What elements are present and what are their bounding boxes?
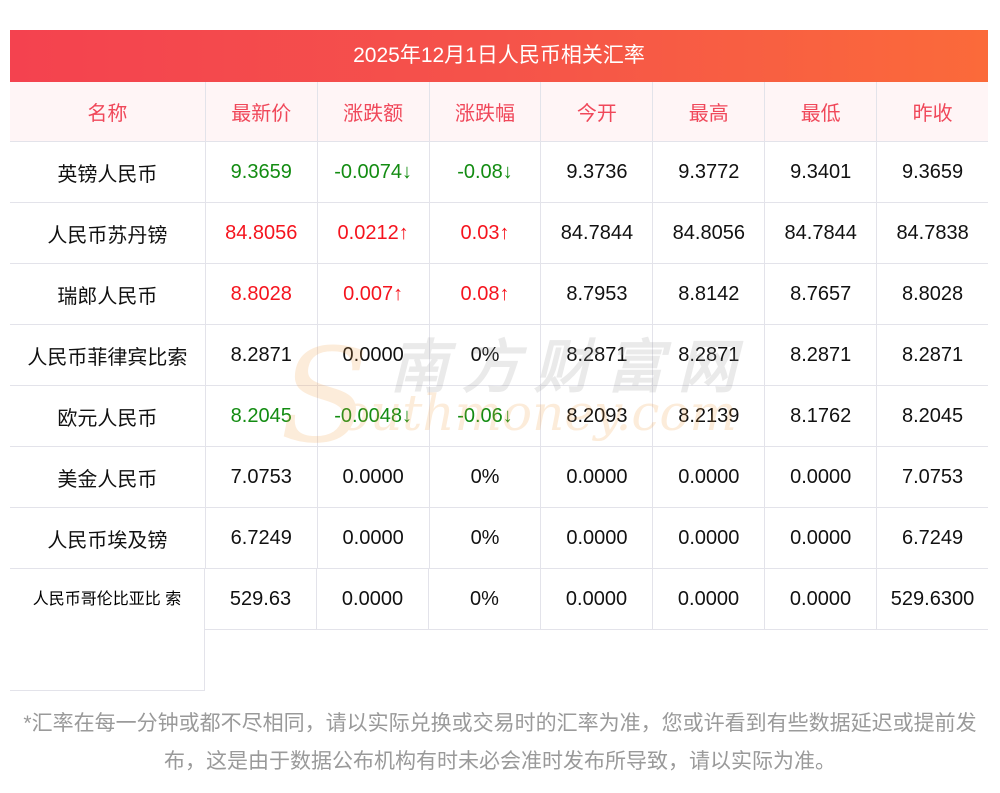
rate-cell: 7.0753 [902,465,964,488]
rate-cell: 8.7953 [541,264,654,324]
rate-cell: 8.1762 [765,386,878,446]
rate-cell: 0.0000 [653,569,765,629]
rate-cell: 84.8056 [653,203,766,263]
column-header: 最高 [653,82,766,141]
header-row: 名称 最新价 涨跌额 涨跌幅 今开 最高 最低 昨收 [10,82,988,142]
rate-cell: 0.0000 [541,508,654,568]
rate-cell: 84.7838 [896,221,969,244]
rate-cell: 0.0000 [541,569,653,629]
rate-cell: 0.0000 [317,569,429,629]
rate-cell: 8.2871 [653,325,766,385]
rate-cell: -0.06↓ [430,386,542,446]
rate-cell: 0.0212↑ [318,203,430,263]
table-row: 人民币菲律宾比索 8.2871 0.0000 0% 8.2871 8.2871 8.2871… [10,325,988,386]
rate-cell: 9.3736 [541,142,654,202]
rate-cell: 84.8056 [206,203,318,263]
rate-cell: 529.63 [205,569,317,629]
rate-cell: 7.0753 [206,447,318,507]
column-header: 涨跌额 [318,82,430,141]
column-header: 最新价 [206,82,318,141]
rate-cell: 0% [429,569,541,629]
rate-cell: 0.03↑ [430,203,542,263]
table-row: 欧元人民币 8.2045 -0.0048↓ -0.06↓ 8.2093 8.2139 8.1… [10,386,988,447]
rate-cell: 0.0000 [765,447,878,507]
rate-cell: 0.0000 [318,325,430,385]
rate-cell: 0.007↑ [318,264,430,324]
currency-name: 人民币菲律宾比索 [10,325,206,385]
currency-name: 人民币哥伦比亚比 索 [10,569,205,691]
rate-cell: 0.0000 [653,447,766,507]
currency-name: 英镑人民币 [10,142,206,202]
exchange-rate-table: 2025年12月1日人民币相关汇率 名称 最新价 涨跌额 涨跌幅 今开 最高 最低 昨收 英镑… [10,30,988,691]
currency-name: 瑞郎人民币 [10,264,206,324]
column-header: 涨跌幅 [430,82,542,141]
rate-cell: 8.8142 [653,264,766,324]
table-row: 瑞郎人民币 8.8028 0.007↑ 0.08↑ 8.7953 8.8142 8.7657… [10,264,988,325]
rate-cell: 8.2871 [206,325,318,385]
rate-cell: 8.2871 [765,325,878,385]
rate-cell: 9.3401 [765,142,878,202]
rate-cell: 9.3659 [206,142,318,202]
name-line-2: 索 [165,591,182,608]
table-title: 2025年12月1日人民币相关汇率 [10,30,988,82]
rate-cell: 9.3659 [902,160,964,183]
disclaimer-note: *汇率在每一分钟或都不尽相同，请以实际兑换或交易时的汇率为准，您或许看到有些数据… [23,712,977,773]
rate-cell: 6.7249 [206,508,318,568]
rate-cell: 6.7249 [902,526,964,549]
rate-cell: 8.2045 [206,386,318,446]
rate-cell: 0.0000 [653,508,766,568]
table-row: 英镑人民币 9.3659 -0.0074↓ -0.08↓ 9.3736 9.3772 9.3… [10,142,988,203]
rate-cell: -0.08↓ [430,142,542,202]
table-row: 人民币埃及镑 6.7249 0.0000 0% 0.0000 0.0000 0.0000 6.… [10,508,988,569]
rate-cell: 0% [430,447,542,507]
last-row-values: 529.63 0.0000 0% 0.0000 0.0000 0.0000 529.6300 [205,569,988,630]
rate-cell: 0.0000 [318,447,430,507]
column-header: 今开 [541,82,654,141]
column-header: 昨收 [912,103,953,125]
rate-cell: 8.8028 [902,282,964,305]
rate-cell: 0.0000 [318,508,430,568]
currency-name: 人民币苏丹镑 [10,203,206,263]
rate-cell: 8.7657 [765,264,878,324]
rate-cell: 9.3772 [653,142,766,202]
rate-cell: 0% [430,508,542,568]
table-row: 人民币苏丹镑 84.8056 0.0212↑ 0.03↑ 84.7844 84.8056 8… [10,203,988,264]
rate-cell: 0.0000 [765,508,878,568]
rate-cell: 0% [430,325,542,385]
rate-cell: 8.2045 [902,404,964,427]
rate-cell: -0.0048↓ [318,386,430,446]
rate-cell: 0.0000 [541,447,654,507]
rate-cell: 8.2139 [653,386,766,446]
column-header: 最低 [765,82,878,141]
column-header: 名称 [10,82,206,141]
rate-cell: 84.7844 [765,203,878,263]
rate-cell: 8.8028 [206,264,318,324]
name-line-1: 人民币哥伦比亚比 [32,591,161,608]
currency-name: 美金人民币 [10,447,206,507]
currency-name: 欧元人民币 [10,386,206,446]
rate-cell: 529.6300 [890,587,975,610]
rate-cell: -0.0074↓ [318,142,430,202]
rate-cell: 8.2871 [541,325,654,385]
rate-cell: 8.2871 [902,343,964,366]
rate-cell: 84.7844 [541,203,654,263]
table-row: 人民币哥伦比亚比 索 529.63 0.0000 0% 0.0000 0.0000 0.0… [10,569,988,691]
rate-cell: 0.08↑ [430,264,542,324]
rate-cell: 8.2093 [541,386,654,446]
currency-name: 人民币埃及镑 [10,508,206,568]
rate-cell: 0.0000 [765,569,877,629]
table-row: 美金人民币 7.0753 0.0000 0% 0.0000 0.0000 0.0000 7.0… [10,447,988,508]
